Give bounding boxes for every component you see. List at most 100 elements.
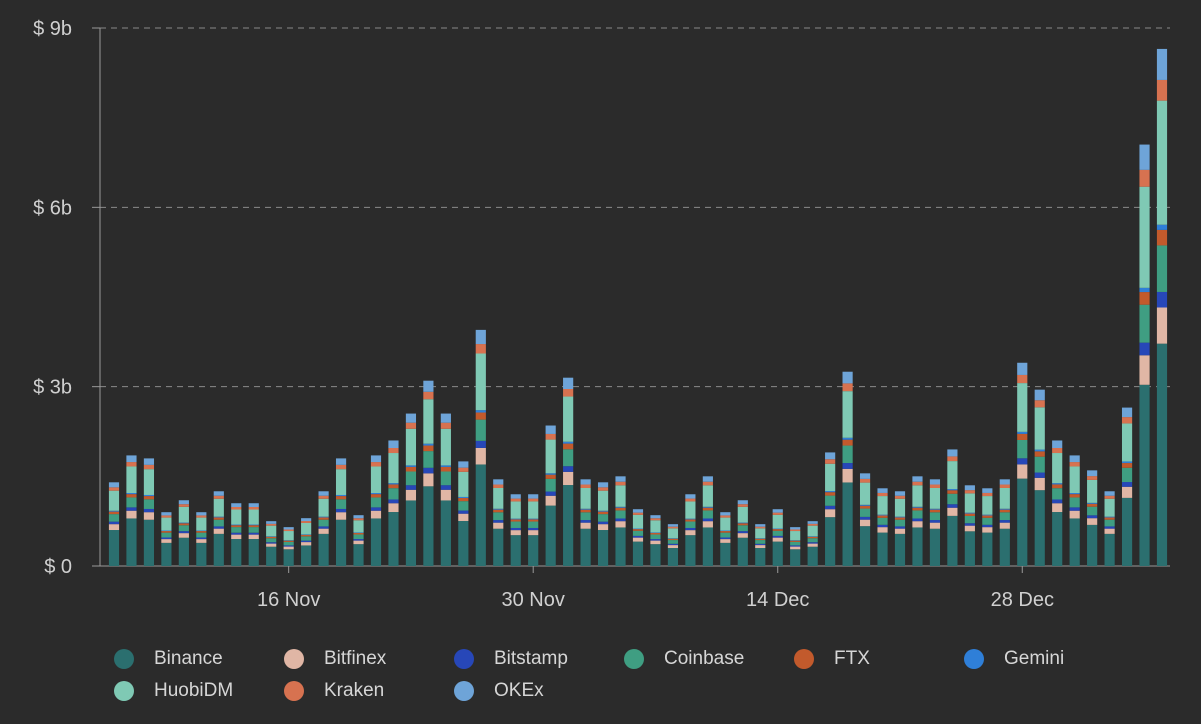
bar-segment-gemini[interactable] — [930, 509, 940, 510]
bar-segment-ftx[interactable] — [668, 539, 678, 540]
bar-segment-coinbase[interactable] — [196, 533, 206, 538]
bar-segment-binance[interactable] — [790, 549, 800, 566]
bar-segment-ftx[interactable] — [1035, 451, 1045, 456]
bar-segment-bitstamp[interactable] — [738, 531, 748, 533]
bar-segment-huobidm[interactable] — [808, 526, 818, 537]
bar-segment-kraken[interactable] — [895, 496, 905, 499]
bar-segment-bitfinex[interactable] — [423, 473, 433, 486]
bar-segment-okex[interactable] — [947, 449, 957, 456]
bar-stack[interactable] — [563, 378, 573, 566]
bar-segment-ftx[interactable] — [738, 523, 748, 525]
bar-stack[interactable] — [1105, 491, 1115, 566]
bar-segment-bitstamp[interactable] — [1105, 526, 1115, 528]
bar-segment-bitfinex[interactable] — [1122, 487, 1132, 498]
bar-stack[interactable] — [1035, 390, 1045, 566]
bar-segment-okex[interactable] — [685, 494, 695, 498]
bar-segment-coinbase[interactable] — [546, 479, 556, 492]
bar-segment-ftx[interactable] — [284, 541, 294, 542]
bar-segment-okex[interactable] — [1017, 363, 1027, 375]
bar-segment-bitstamp[interactable] — [982, 525, 992, 527]
bar-segment-ftx[interactable] — [808, 537, 818, 538]
bar-segment-kraken[interactable] — [738, 504, 748, 507]
bar-segment-huobidm[interactable] — [843, 391, 853, 438]
bar-segment-coinbase[interactable] — [1052, 488, 1062, 499]
bar-segment-bitfinex[interactable] — [231, 535, 241, 539]
bar-stack[interactable] — [982, 488, 992, 566]
bar-segment-okex[interactable] — [458, 461, 468, 467]
bar-stack[interactable] — [598, 482, 608, 566]
bar-stack[interactable] — [388, 440, 398, 566]
bar-stack[interactable] — [441, 414, 451, 566]
bar-segment-kraken[interactable] — [319, 496, 329, 499]
bar-stack[interactable] — [1070, 455, 1080, 566]
bar-segment-bitstamp[interactable] — [1070, 507, 1080, 510]
bar-segment-ftx[interactable] — [633, 529, 643, 531]
bar-stack[interactable] — [144, 458, 154, 566]
bar-segment-huobidm[interactable] — [860, 483, 870, 505]
bar-segment-huobidm[interactable] — [546, 440, 556, 474]
bar-stack[interactable] — [353, 515, 363, 566]
bar-segment-binance[interactable] — [441, 500, 451, 566]
bar-segment-bitstamp[interactable] — [1017, 458, 1027, 464]
bar-stack[interactable] — [1139, 145, 1149, 566]
bar-segment-ftx[interactable] — [1000, 510, 1010, 513]
bar-segment-ftx[interactable] — [388, 484, 398, 488]
bar-segment-huobidm[interactable] — [1139, 187, 1149, 288]
bar-segment-bitstamp[interactable] — [1000, 520, 1010, 523]
bar-segment-gemini[interactable] — [214, 517, 224, 518]
bar-segment-okex[interactable] — [441, 414, 451, 423]
bar-segment-coinbase[interactable] — [336, 499, 346, 509]
bar-stack[interactable] — [249, 503, 259, 566]
bar-segment-binance[interactable] — [528, 535, 538, 566]
bar-segment-bitfinex[interactable] — [1052, 503, 1062, 512]
bar-segment-okex[interactable] — [860, 473, 870, 479]
bar-segment-ftx[interactable] — [825, 492, 835, 495]
bar-segment-binance[interactable] — [266, 547, 276, 566]
bar-segment-kraken[interactable] — [284, 529, 294, 531]
bar-segment-bitfinex[interactable] — [1035, 478, 1045, 490]
bar-segment-huobidm[interactable] — [319, 499, 329, 517]
bar-segment-bitstamp[interactable] — [720, 537, 730, 539]
bar-segment-kraken[interactable] — [231, 507, 241, 510]
bar-segment-coinbase[interactable] — [685, 522, 695, 528]
bar-segment-okex[interactable] — [598, 482, 608, 487]
bar-segment-gemini[interactable] — [773, 529, 783, 530]
bar-segment-ftx[interactable] — [1139, 292, 1149, 305]
bar-segment-bitstamp[interactable] — [476, 441, 486, 448]
bar-segment-huobidm[interactable] — [982, 496, 992, 515]
bar-segment-okex[interactable] — [808, 521, 818, 524]
bar-segment-huobidm[interactable] — [231, 510, 241, 525]
bar-segment-coinbase[interactable] — [930, 512, 940, 520]
bar-segment-coinbase[interactable] — [319, 520, 329, 527]
bar-segment-coinbase[interactable] — [1105, 520, 1115, 527]
bar-stack[interactable] — [458, 461, 468, 566]
bar-segment-okex[interactable] — [231, 503, 241, 507]
bar-segment-ftx[interactable] — [1052, 484, 1062, 488]
bar-segment-kraken[interactable] — [179, 504, 189, 507]
bar-segment-ftx[interactable] — [458, 498, 468, 501]
bar-segment-binance[interactable] — [563, 485, 573, 566]
bar-segment-coinbase[interactable] — [388, 488, 398, 499]
bar-segment-bitfinex[interactable] — [493, 523, 503, 529]
bar-stack[interactable] — [755, 524, 765, 566]
bar-segment-bitstamp[interactable] — [912, 518, 922, 521]
bar-segment-bitfinex[interactable] — [161, 539, 171, 543]
bar-segment-kraken[interactable] — [930, 485, 940, 488]
bar-segment-bitfinex[interactable] — [196, 539, 206, 543]
bar-segment-coinbase[interactable] — [738, 525, 748, 531]
bar-segment-gemini[interactable] — [615, 507, 625, 508]
bar-segment-ftx[interactable] — [615, 508, 625, 511]
bar-segment-bitfinex[interactable] — [1087, 518, 1097, 525]
bar-segment-coinbase[interactable] — [179, 525, 189, 531]
bar-segment-gemini[interactable] — [231, 525, 241, 526]
bar-segment-bitstamp[interactable] — [1087, 515, 1097, 518]
bar-segment-bitstamp[interactable] — [196, 537, 206, 539]
bar-segment-bitstamp[interactable] — [144, 509, 154, 512]
bar-segment-ftx[interactable] — [476, 413, 486, 420]
bar-segment-bitfinex[interactable] — [633, 538, 643, 542]
bar-stack[interactable] — [877, 488, 887, 566]
bar-segment-okex[interactable] — [965, 485, 975, 490]
bar-segment-okex[interactable] — [388, 440, 398, 448]
bar-segment-gemini[interactable] — [947, 489, 957, 490]
bar-segment-kraken[interactable] — [1017, 375, 1027, 383]
